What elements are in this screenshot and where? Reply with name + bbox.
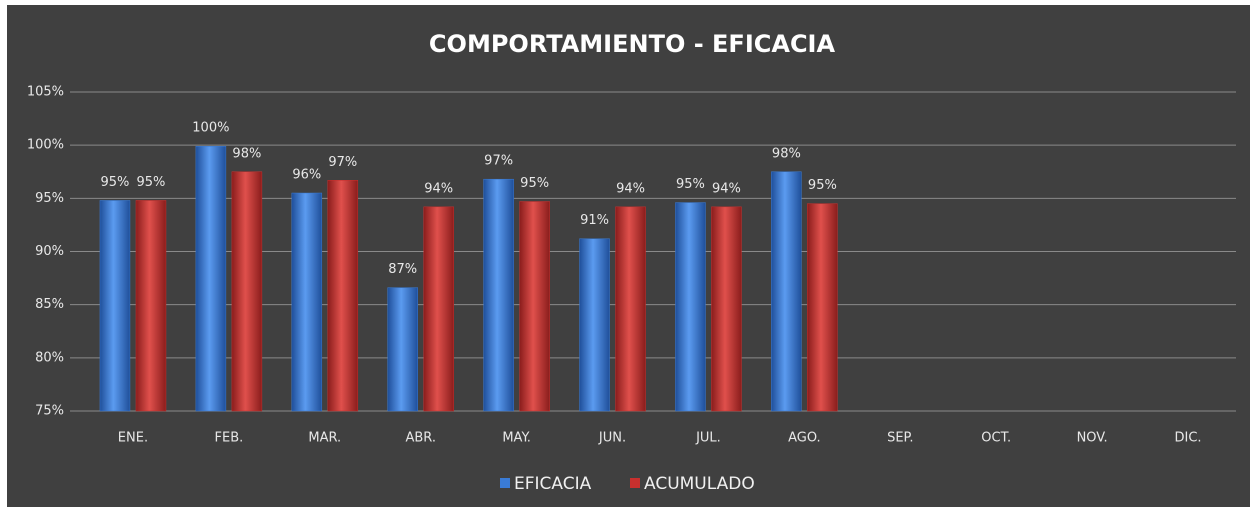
bar — [807, 203, 838, 412]
legend: EFICACIA — [514, 474, 592, 494]
data-label: 94% — [616, 181, 645, 196]
bar — [711, 206, 742, 412]
data-label: 98% — [232, 146, 261, 161]
bar — [483, 178, 514, 412]
y-tick-label: 100% — [27, 138, 64, 153]
x-tick-label: ENE. — [118, 431, 148, 446]
x-tick-label: JUN. — [598, 431, 626, 446]
x-tick-label: FEB. — [215, 431, 244, 446]
legend-swatch — [630, 478, 640, 488]
data-label: 91% — [580, 213, 609, 228]
data-label: 95% — [101, 175, 130, 190]
bar — [423, 206, 454, 412]
bar — [231, 171, 263, 412]
x-tick-label: ABR. — [405, 431, 436, 446]
chart-title: COMPORTAMIENTO - EFICACIA — [429, 30, 836, 58]
data-label: 95% — [137, 175, 166, 190]
x-tick-label: AGO. — [788, 431, 821, 446]
x-tick-label: JUL. — [695, 431, 721, 446]
y-tick-label: 90% — [35, 244, 64, 259]
bar — [615, 206, 646, 412]
x-tick-label: SEP. — [887, 431, 913, 446]
bar — [327, 180, 359, 412]
data-label: 87% — [388, 262, 417, 277]
y-tick-label: 75% — [35, 404, 64, 419]
y-tick-label: 85% — [35, 297, 64, 312]
data-label: 95% — [676, 177, 705, 192]
data-label: 97% — [328, 155, 357, 170]
data-label: 100% — [192, 121, 229, 136]
data-label: 95% — [520, 176, 549, 191]
y-tick-label: 105% — [27, 85, 64, 100]
y-tick-label: 80% — [35, 350, 64, 365]
x-tick-label: MAY. — [502, 431, 531, 446]
data-label: 97% — [484, 154, 513, 169]
bar — [771, 171, 802, 412]
bar — [195, 145, 227, 412]
data-label: 96% — [292, 168, 321, 183]
bar — [519, 201, 550, 412]
legend-swatch — [500, 478, 510, 488]
bar — [675, 202, 706, 412]
bar — [135, 200, 167, 412]
data-label: 98% — [772, 146, 801, 161]
x-tick-label: OCT. — [981, 431, 1011, 446]
data-label: 94% — [712, 181, 741, 196]
x-tick-label: NOV. — [1077, 431, 1108, 446]
x-tick-label: MAR. — [308, 431, 341, 446]
y-tick-label: 95% — [35, 191, 64, 206]
bar — [579, 238, 610, 412]
x-tick-label: DIC. — [1175, 431, 1202, 446]
bar — [387, 287, 418, 412]
data-label: 95% — [808, 178, 837, 193]
bar — [291, 192, 323, 412]
data-label: 94% — [424, 181, 453, 196]
legend: ACUMULADO — [644, 474, 755, 494]
bar — [99, 200, 131, 412]
